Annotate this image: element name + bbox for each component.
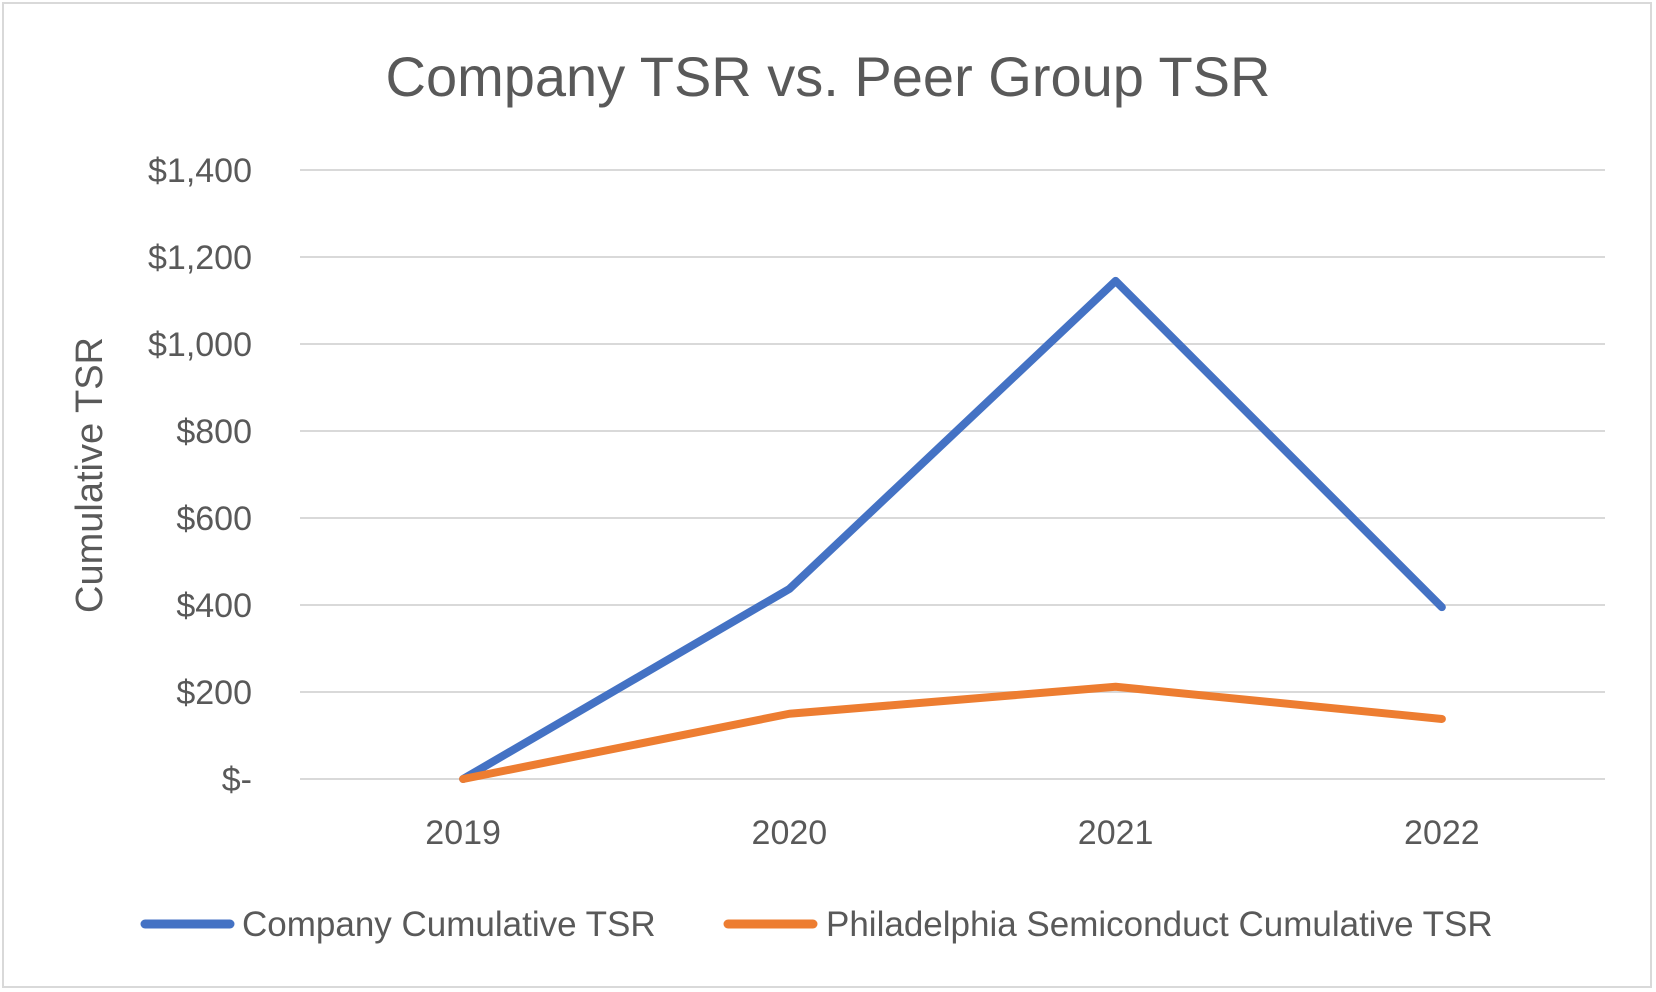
y-tick-label: $1,400: [148, 152, 252, 190]
x-tick-label: 2019: [425, 814, 501, 852]
series-line-1: [459, 276, 1446, 783]
legend: Company Cumulative TSR Philadelphia Semic…: [140, 905, 1493, 944]
y-tick-label: $1,000: [148, 326, 252, 364]
gridlines: [300, 169, 1605, 780]
x-axis-ticks: 2019 2020 2021 2022: [425, 814, 1479, 852]
series-lines: [459, 276, 1446, 783]
x-tick-label: 2021: [1078, 814, 1154, 852]
y-tick-label: $800: [176, 413, 252, 451]
y-axis-ticks: $- $200 $400 $600 $800 $1,000 $1,200 $1,400: [148, 152, 252, 799]
y-tick-label: $600: [176, 500, 252, 538]
x-tick-label: 2020: [752, 814, 828, 852]
y-tick-label: $1,200: [148, 239, 252, 277]
y-tick-label: $200: [176, 674, 252, 712]
legend-label: Philadelphia Semiconduct Cumulative TSR: [826, 905, 1493, 944]
legend-label: Company Cumulative TSR: [242, 905, 656, 944]
y-axis-label: Cumulative TSR: [69, 337, 111, 613]
series-line-2: [459, 682, 1446, 783]
y-tick-label: $400: [176, 587, 252, 625]
x-tick-label: 2022: [1404, 814, 1480, 852]
chart-title: Company TSR vs. Peer Group TSR: [386, 45, 1271, 108]
y-tick-label: $-: [222, 761, 252, 799]
